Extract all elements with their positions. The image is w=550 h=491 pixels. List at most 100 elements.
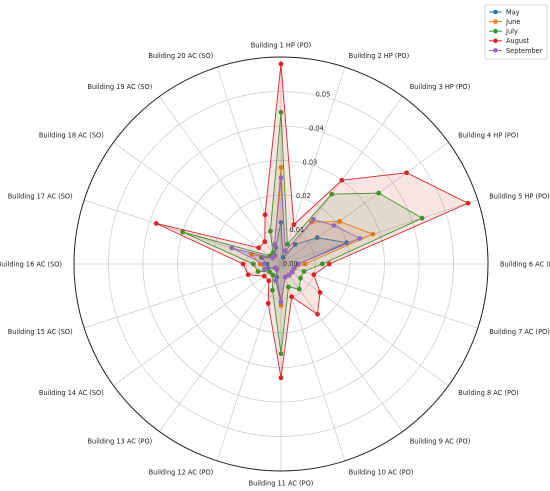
grid-spoke xyxy=(113,142,282,265)
data-point xyxy=(465,200,471,206)
data-point xyxy=(267,228,273,234)
category-label: Building 17 AC (SO) xyxy=(8,193,73,201)
data-point xyxy=(278,61,284,67)
data-point xyxy=(278,375,284,381)
data-point xyxy=(270,287,275,293)
grid-spoke xyxy=(159,263,282,432)
category-label: Building 3 HP (PO) xyxy=(410,83,470,91)
category-label: Building 19 AC (SO) xyxy=(87,83,152,91)
data-point xyxy=(272,253,278,259)
data-point xyxy=(317,289,323,295)
data-point xyxy=(320,261,325,267)
legend-item: June xyxy=(489,18,520,26)
data-point xyxy=(278,165,284,170)
data-point xyxy=(339,177,345,183)
data-point xyxy=(262,266,267,272)
data-point xyxy=(278,303,284,308)
r-tick-label: 0.04 xyxy=(309,124,324,132)
data-point xyxy=(404,170,409,176)
category-label: Building 18 AC (SO) xyxy=(39,132,104,140)
data-point xyxy=(289,269,295,275)
category-label: Building 12 AC (PO) xyxy=(149,469,214,477)
grid-spoke xyxy=(280,263,449,386)
series-july xyxy=(180,109,425,357)
data-point xyxy=(344,240,350,246)
data-point xyxy=(278,109,284,115)
category-label: Building 9 AC (PO) xyxy=(410,437,471,445)
data-point xyxy=(331,223,337,228)
category-label: Building 8 AC (PO) xyxy=(458,389,519,397)
data-point xyxy=(278,220,284,226)
data-point xyxy=(273,278,279,283)
data-point xyxy=(261,261,267,267)
grid-spoke xyxy=(113,263,282,386)
data-point xyxy=(251,261,256,267)
series-layer xyxy=(153,61,471,381)
legend-label: August xyxy=(506,37,529,45)
data-point xyxy=(255,269,261,274)
category-label: Building 1 HP (PO) xyxy=(251,41,311,49)
data-point xyxy=(298,275,303,281)
grid-spoke xyxy=(280,142,449,265)
data-point xyxy=(286,284,291,290)
grid-spoke xyxy=(280,263,403,432)
data-point xyxy=(278,351,284,357)
data-point xyxy=(315,311,320,317)
data-point xyxy=(314,235,320,241)
data-point xyxy=(282,274,288,280)
data-point xyxy=(240,261,246,267)
data-point xyxy=(311,272,317,278)
grid-spoke xyxy=(280,67,346,265)
data-point xyxy=(280,255,286,260)
legend-item: September xyxy=(489,47,543,55)
data-point xyxy=(292,242,298,247)
data-point xyxy=(370,231,376,237)
category-label: Building 11 AC (PO) xyxy=(249,479,314,487)
legend-marker xyxy=(493,9,498,15)
data-point xyxy=(296,286,302,292)
category-label: Building 6 AC (PO) xyxy=(500,260,550,268)
data-point xyxy=(270,272,276,278)
category-label: Building 4 HP (PO) xyxy=(458,132,518,140)
data-point xyxy=(273,265,278,271)
data-point xyxy=(264,261,270,267)
data-point xyxy=(284,241,290,247)
data-point xyxy=(301,269,307,274)
data-point xyxy=(245,272,251,278)
data-point xyxy=(357,236,363,241)
legend-item: May xyxy=(489,8,520,16)
category-label: Building 5 HP (PO) xyxy=(489,193,549,201)
data-point xyxy=(329,191,335,197)
data-point xyxy=(289,294,295,300)
grid-spoke xyxy=(216,263,282,461)
r-tick-label: 0.01 xyxy=(290,226,305,234)
legend-marker xyxy=(493,28,498,34)
data-point xyxy=(337,219,343,224)
category-label: Building 14 AC (SO) xyxy=(39,389,104,397)
data-point xyxy=(419,215,425,221)
category-label: Building 13 AC (PO) xyxy=(88,437,153,445)
r-tick-label: 0.03 xyxy=(303,158,318,166)
data-point xyxy=(229,245,235,251)
data-point xyxy=(311,216,316,222)
data-point xyxy=(278,175,284,181)
data-point xyxy=(153,221,159,226)
grid-spoke xyxy=(280,199,478,265)
legend-label: July xyxy=(505,28,518,36)
legend-marker xyxy=(493,38,498,44)
category-label: Building 2 HP (PO) xyxy=(349,52,409,60)
data-point xyxy=(278,299,284,305)
legend-marker xyxy=(493,48,498,53)
legend-label: September xyxy=(506,47,543,55)
data-point xyxy=(256,245,262,251)
legend-marker xyxy=(493,19,498,24)
category-label: Building 16 AC (SO) xyxy=(0,260,62,268)
r-tick-label: 0.05 xyxy=(316,91,331,99)
data-point xyxy=(272,241,278,247)
data-point xyxy=(291,265,297,271)
data-point xyxy=(261,273,267,279)
legend-label: June xyxy=(505,18,520,26)
legend-item: July xyxy=(489,28,518,36)
